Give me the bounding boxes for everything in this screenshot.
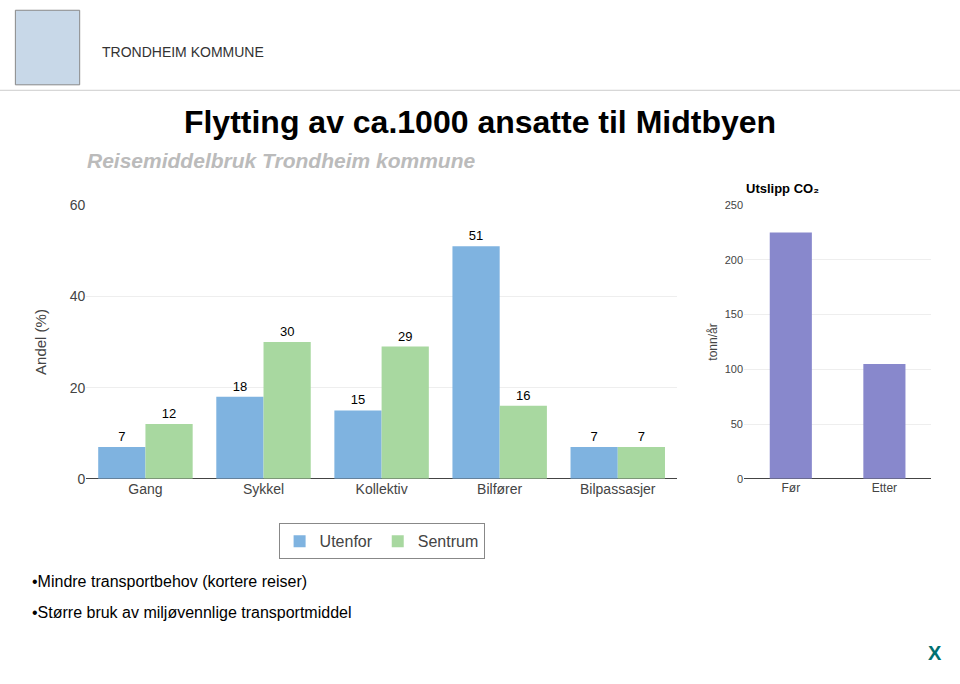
svg-text:60: 60 (70, 197, 86, 213)
svg-text:7: 7 (118, 429, 125, 444)
svg-text:0: 0 (737, 473, 743, 485)
svg-text:Flytting av ca.1000 ansatte ti: Flytting av ca.1000 ansatte til Midtbyen (184, 104, 776, 140)
svg-text:Andel (%): Andel (%) (32, 309, 49, 375)
svg-text:Kollektiv: Kollektiv (356, 481, 408, 497)
svg-text:250: 250 (725, 199, 743, 211)
svg-text:Sykkel: Sykkel (243, 481, 284, 497)
svg-text:200: 200 (725, 254, 743, 266)
svg-text:Bilpassasjer: Bilpassasjer (580, 481, 656, 497)
svg-text:X: X (928, 642, 942, 664)
svg-text:tonn/år: tonn/år (706, 323, 720, 360)
svg-text:40: 40 (70, 288, 86, 304)
svg-text:20: 20 (70, 380, 86, 396)
svg-text:•Mindre transportbehov (korter: •Mindre transportbehov (kortere reiser) (32, 573, 307, 590)
svg-text:TRONDHEIM KOMMUNE: TRONDHEIM KOMMUNE (102, 44, 264, 60)
svg-text:Reisemiddelbruk Trondheim komm: Reisemiddelbruk Trondheim kommune (87, 149, 476, 172)
svg-text:Utslipp CO₂: Utslipp CO₂ (746, 181, 819, 196)
svg-text:Bilfører: Bilfører (477, 481, 522, 497)
svg-text:30: 30 (280, 324, 294, 339)
svg-text:12: 12 (162, 406, 176, 421)
svg-text:51: 51 (469, 228, 483, 243)
svg-text:0: 0 (78, 471, 86, 487)
svg-text:Gang: Gang (128, 481, 162, 497)
svg-text:150: 150 (725, 308, 743, 320)
svg-text:7: 7 (591, 429, 598, 444)
svg-text:•Større bruk av miljøvennlige: •Større bruk av miljøvennlige transportm… (32, 604, 352, 621)
svg-text:100: 100 (725, 363, 743, 375)
svg-text:29: 29 (398, 329, 412, 344)
svg-text:16: 16 (516, 388, 530, 403)
svg-text:Før: Før (781, 481, 800, 495)
svg-text:Sentrum: Sentrum (418, 533, 478, 550)
svg-text:15: 15 (351, 392, 365, 407)
svg-text:7: 7 (638, 429, 645, 444)
svg-text:50: 50 (731, 418, 743, 430)
svg-text:18: 18 (233, 379, 247, 394)
svg-text:Etter: Etter (872, 481, 897, 495)
svg-text:Utenfor: Utenfor (320, 533, 373, 550)
